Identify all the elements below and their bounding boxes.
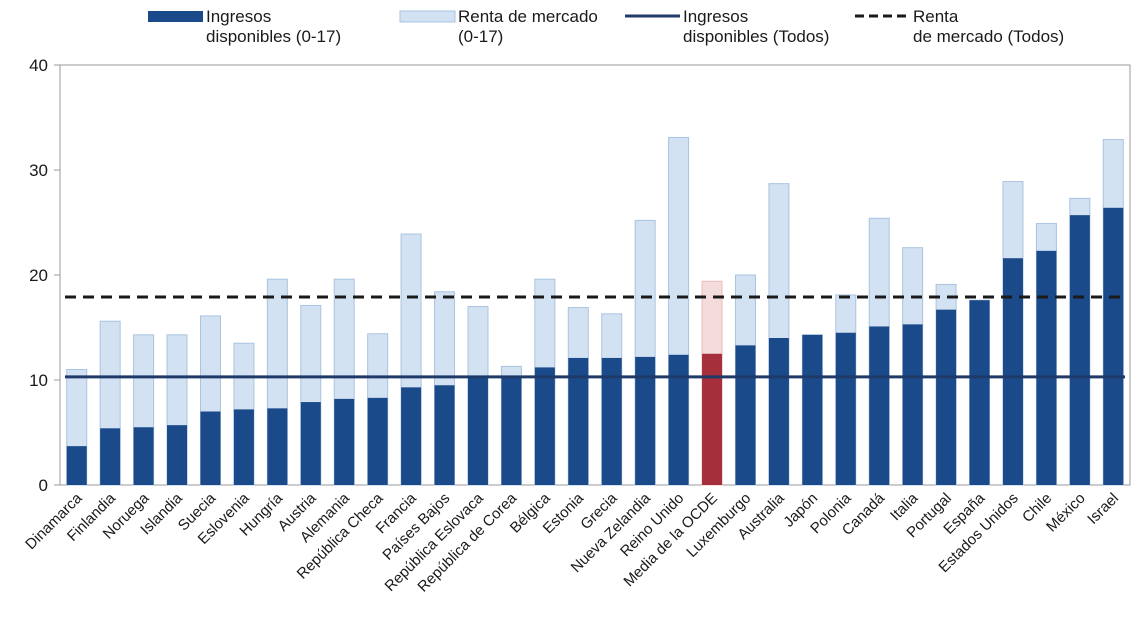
bar-disposable-income (167, 425, 188, 485)
bar-disposable-income (768, 338, 789, 485)
legend-label: (0-17) (458, 27, 503, 46)
y-tick-label: 20 (29, 266, 48, 285)
bar-disposable-income (668, 354, 689, 485)
plot-area (59, 64, 1131, 486)
y-tick-label: 40 (29, 56, 48, 75)
bar-disposable-income-oecd-average (702, 353, 723, 485)
bar-disposable-income (1069, 215, 1090, 485)
bar-disposable-income (267, 408, 288, 485)
legend-label: disponibles (0-17) (206, 27, 341, 46)
bar-disposable-income (300, 402, 321, 485)
bar-disposable-income (434, 385, 455, 485)
bar-disposable-income (133, 427, 154, 485)
bar-disposable-income (66, 446, 87, 485)
bar-disposable-income (869, 326, 890, 485)
x-axis: DinamarcaFinlandiaNoruegaIslandiaSueciaE… (22, 489, 1122, 595)
bar-disposable-income (367, 397, 388, 485)
bar-disposable-income (601, 357, 622, 485)
y-axis: 0 10 20 30 40 (29, 56, 60, 495)
bar-disposable-income (902, 324, 923, 485)
bar-disposable-income (735, 345, 756, 485)
y-tick-label: 0 (39, 476, 48, 495)
legend-label: Renta de mercado (458, 7, 598, 26)
bar-disposable-income (100, 428, 121, 485)
bar-disposable-income (1036, 250, 1057, 485)
legend-label: disponibles (Todos) (683, 27, 829, 46)
bar-disposable-income (467, 376, 488, 485)
legend-label: de mercado (Todos) (913, 27, 1064, 46)
legend-label: Ingresos (206, 7, 271, 26)
legend-label: Ingresos (683, 7, 748, 26)
y-tick-label: 10 (29, 371, 48, 390)
bar-disposable-income (200, 411, 221, 485)
legend-swatch (148, 11, 203, 22)
bar-disposable-income (534, 367, 555, 485)
y-tick-label: 30 (29, 161, 48, 180)
bar-disposable-income (501, 376, 522, 485)
bar-disposable-income (969, 300, 990, 485)
bar-disposable-income (1002, 258, 1023, 485)
bar-disposable-income (334, 398, 355, 485)
bar-disposable-income (835, 332, 856, 485)
bar-disposable-income (936, 309, 957, 485)
bar-disposable-income (1103, 207, 1124, 486)
x-tick-label: Israel (1084, 490, 1122, 528)
bar-disposable-income (802, 334, 823, 485)
legend-label: Renta (913, 7, 959, 26)
bar-disposable-income (401, 387, 422, 485)
legend-swatch (399, 10, 456, 23)
bar-disposable-income (233, 409, 254, 485)
bar-disposable-income (635, 356, 656, 485)
bar-disposable-income (568, 357, 589, 485)
